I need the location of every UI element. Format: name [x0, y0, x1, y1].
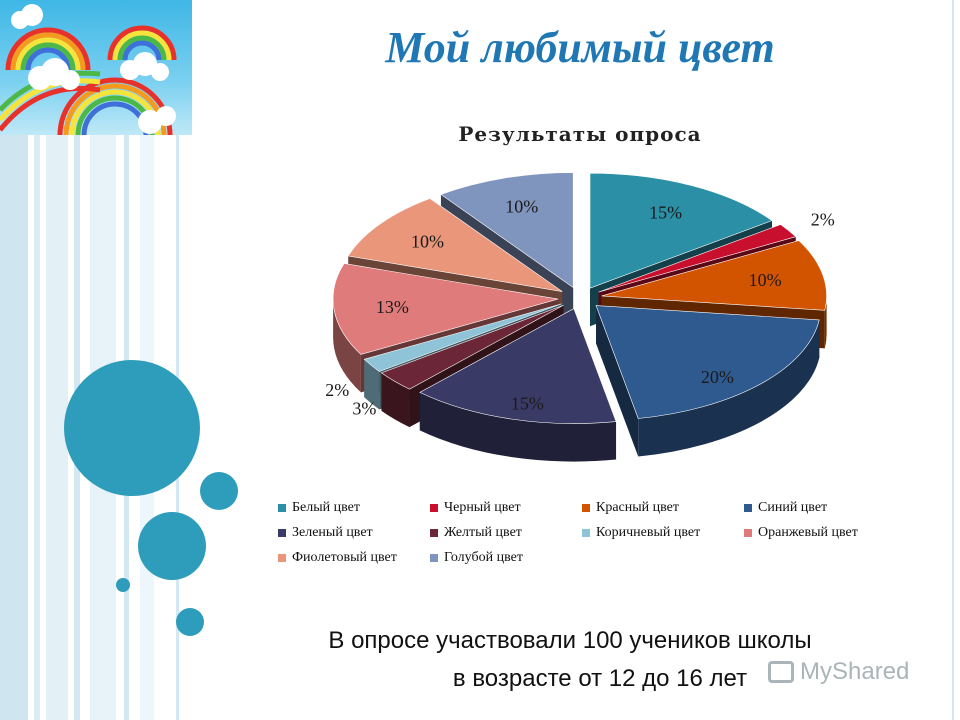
- data-label-2: 10%: [749, 270, 782, 290]
- legend-item: Зеленый цвет: [278, 525, 430, 541]
- legend-item: Белый цвет: [278, 500, 430, 516]
- pie-chart: Результаты опроса 15% 2%10%20%15%3%2%13%1…: [325, 122, 835, 462]
- legend-swatch: [278, 554, 286, 562]
- data-label-9: 10%: [505, 197, 538, 217]
- decor-circle-small: [200, 472, 238, 510]
- legend-item: Фиолетовый цвет: [278, 550, 430, 566]
- data-label-6: 2%: [325, 380, 349, 400]
- legend-item: Голубой цвет: [430, 550, 582, 566]
- data-label-3: 20%: [701, 367, 734, 387]
- legend-swatch: [430, 554, 438, 562]
- legend-label: Красный цвет: [596, 500, 680, 515]
- legend-swatch: [430, 529, 438, 537]
- legend-label: Голубой цвет: [444, 550, 523, 565]
- legend-item: Синий цвет: [744, 500, 914, 516]
- legend-label: Зеленый цвет: [292, 525, 373, 540]
- legend-item: Коричневый цвет: [582, 525, 744, 541]
- pie-slice-wall: [364, 359, 380, 410]
- data-label-4: 15%: [511, 394, 544, 414]
- data-label-5: 3%: [352, 398, 376, 418]
- legend-item: Оранжевый цвет: [744, 525, 914, 541]
- presentation-icon: [768, 661, 794, 683]
- legend-swatch: [278, 504, 286, 512]
- legend-swatch: [744, 529, 752, 537]
- pie-slice-3: [595, 305, 820, 419]
- pie-slice-9: [440, 172, 574, 289]
- data-label-1: 2%: [811, 209, 835, 229]
- watermark-text: MyShared: [800, 658, 910, 685]
- pie-slice-wall: [381, 372, 410, 428]
- decor-circle-large: [64, 360, 200, 496]
- legend-swatch: [744, 504, 752, 512]
- data-label-8: 10%: [411, 232, 444, 252]
- legend-label: Черный цвет: [444, 500, 521, 515]
- slide-title: Мой любимый цвет: [385, 23, 775, 72]
- legend-item: Красный цвет: [582, 500, 744, 516]
- pie-slice-5: [380, 304, 564, 390]
- legend-swatch: [582, 504, 590, 512]
- legend-swatch: [430, 504, 438, 512]
- data-label-7: 13%: [376, 297, 409, 317]
- pie-slice-4: [419, 308, 617, 424]
- right-border-line: [952, 0, 954, 720]
- legend-item: Черный цвет: [430, 500, 582, 516]
- pie-slice-1: [598, 224, 797, 293]
- caption-line-1: В опросе участвовали 100 учеников школы: [328, 627, 812, 654]
- pie-slice-7: [332, 263, 559, 355]
- legend-label: Желтый цвет: [444, 525, 522, 540]
- decor-circle-medium: [138, 512, 206, 580]
- pie-slice-wall: [333, 299, 361, 393]
- chart-title: Результаты опроса: [458, 122, 701, 146]
- caption-line-2: в возрасте от 12 до 16 лет: [452, 665, 748, 692]
- legend-swatch: [278, 529, 286, 537]
- legend-label: Фиолетовый цвет: [292, 550, 397, 565]
- rainbow-picture: [0, 0, 192, 135]
- decor-circle-tiny: [116, 578, 130, 592]
- data-label-0: 15%: [649, 202, 682, 222]
- chart-legend: Белый цвет Черный цвет Красный цвет Синий ц…: [278, 500, 918, 566]
- survey-caption: В опросе участвовали 100 учеников школы …: [260, 622, 880, 698]
- pie-slice-2: [601, 240, 827, 311]
- legend-swatch: [582, 529, 590, 537]
- legend-label: Белый цвет: [292, 500, 360, 515]
- decor-circle-small-2: [176, 608, 204, 636]
- legend-label: Коричневый цвет: [596, 525, 701, 540]
- legend-label: Оранжевый цвет: [758, 525, 858, 540]
- pie-slice-wall: [419, 392, 617, 462]
- legend-item: Желтый цвет: [430, 525, 582, 541]
- pie-slice-0: [589, 172, 773, 289]
- pie-slice-wall: [638, 319, 820, 457]
- legend-label: Синий цвет: [758, 500, 828, 515]
- pie-slice-8: [347, 198, 563, 292]
- pie-slice-6: [363, 303, 562, 372]
- watermark: MyShared: [768, 658, 909, 686]
